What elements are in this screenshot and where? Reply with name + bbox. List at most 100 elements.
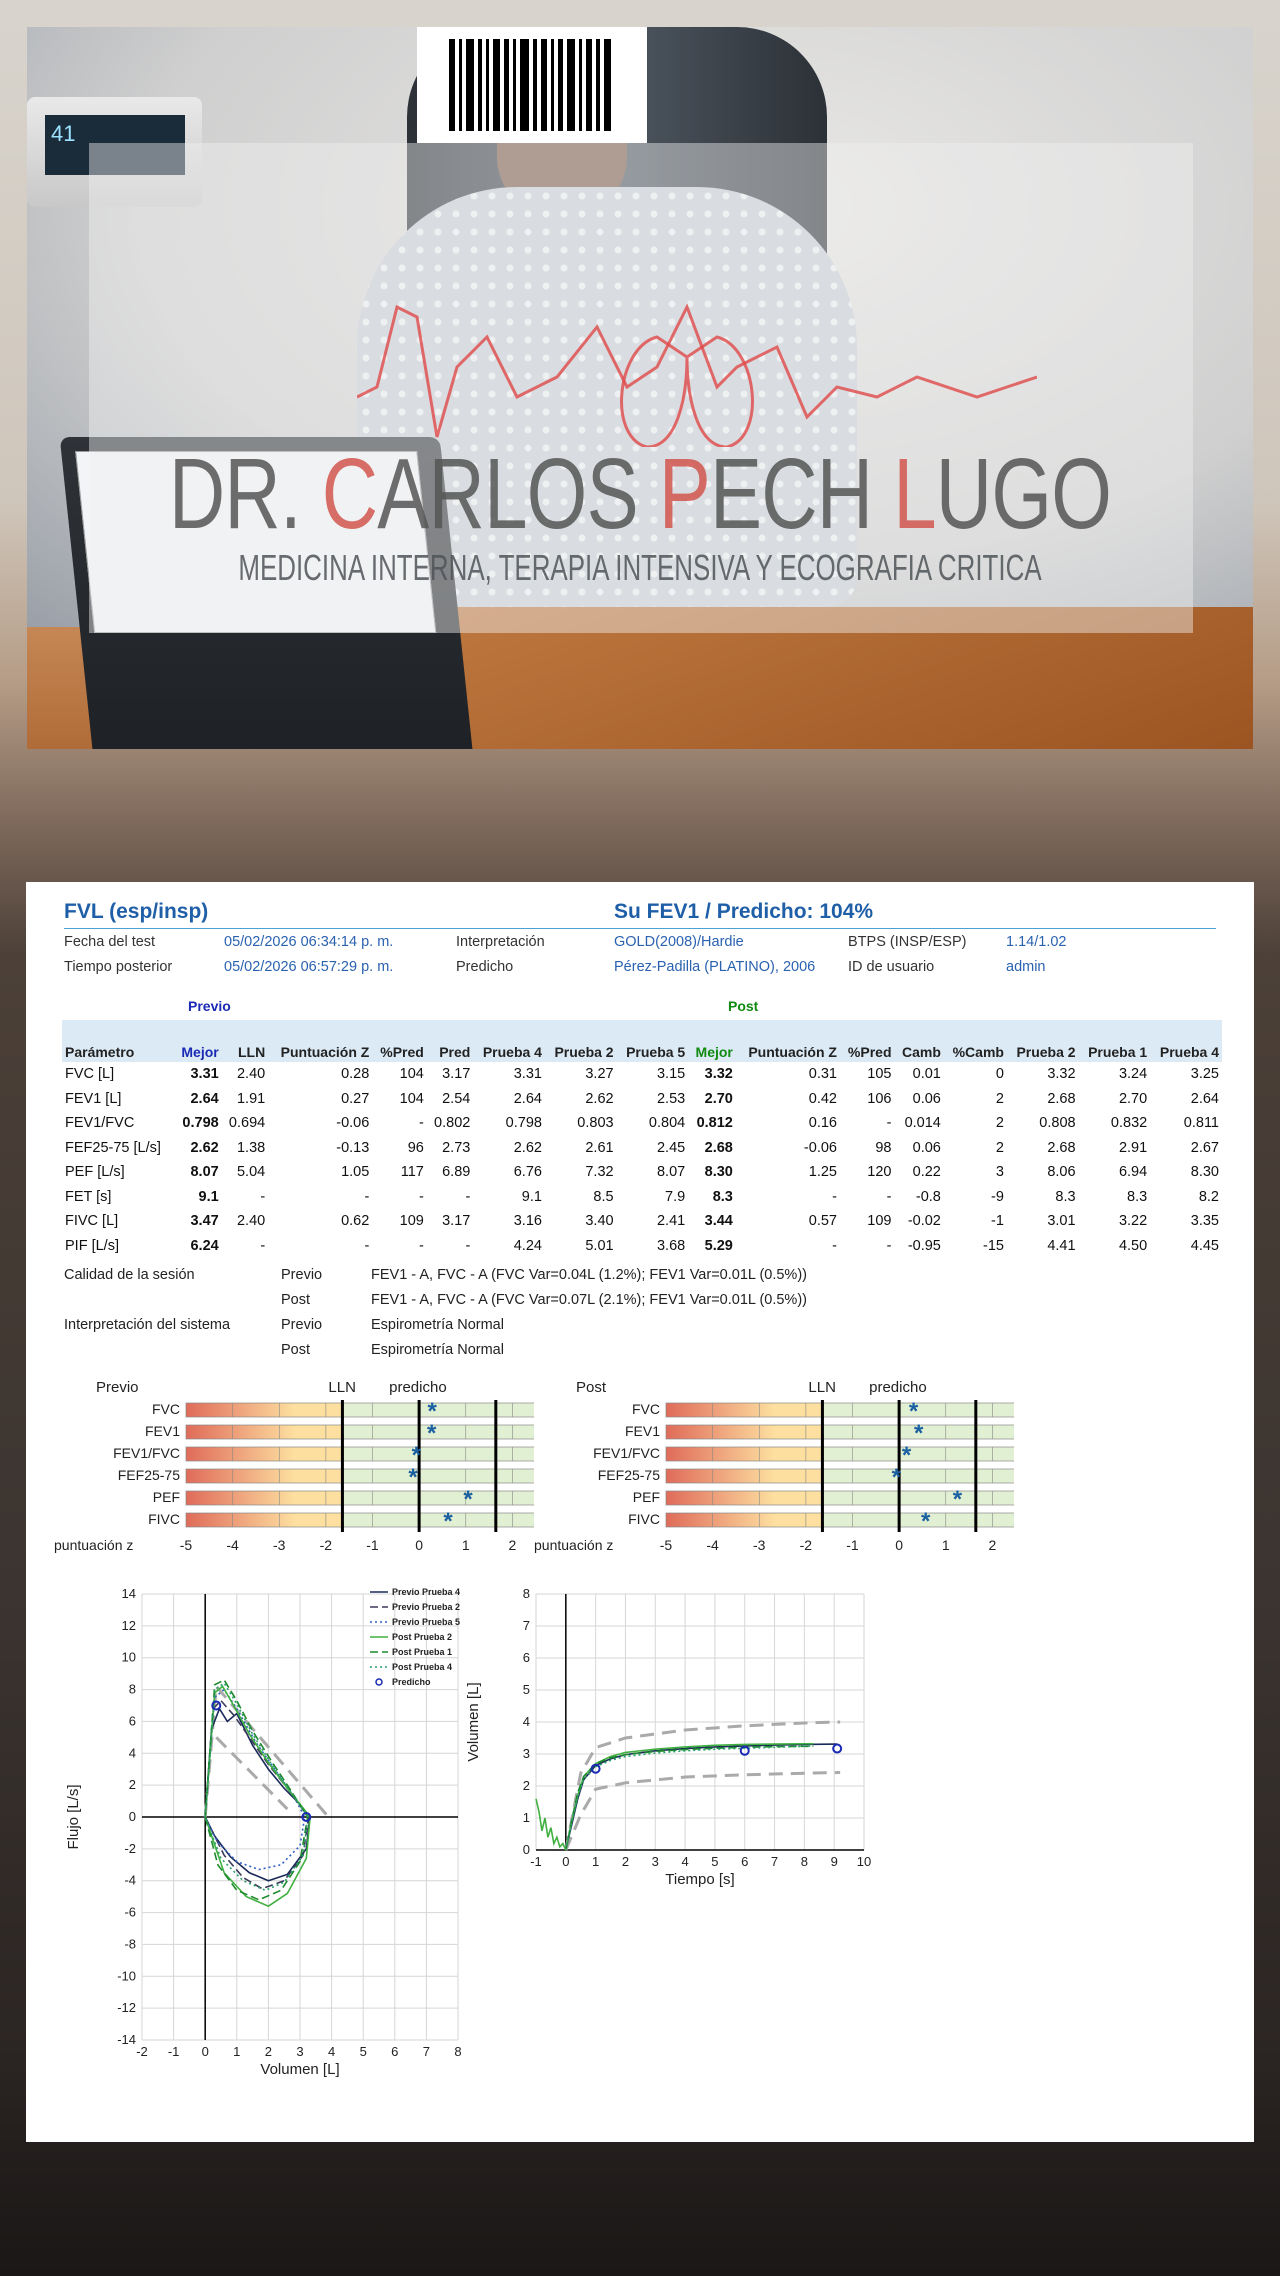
post-time-label: Tiempo posterior <box>64 959 173 975</box>
vital-monitor: 41 <box>27 97 202 207</box>
table-cell: 6.89 <box>442 1164 471 1181</box>
table-cell: - <box>419 1115 424 1132</box>
zscore-bar-normal <box>342 1512 534 1528</box>
table-cell: -15 <box>982 1237 1004 1254</box>
zscore-bar-normal <box>342 1402 534 1418</box>
table-cell: 8.3 <box>712 1188 733 1205</box>
table-cell: 2.62 <box>585 1090 614 1107</box>
zscore-tick: -5 <box>660 1537 673 1553</box>
zscore-bar-abnormal <box>665 1512 823 1528</box>
x-tick-label: -1 <box>530 1854 542 1869</box>
column-header: Puntuación Z <box>735 1020 840 1062</box>
zscore-chart-pre: Previo LLN predicho FVC FEV1 FEV1/FVC FEF25-75… <box>54 1379 534 1553</box>
table-cell: -0.95 <box>907 1237 941 1254</box>
table-cell: FEV1/FVC <box>65 1115 135 1132</box>
table-cell: 2.64 <box>513 1090 542 1107</box>
table-cell: 3.15 <box>656 1066 686 1083</box>
quality-pre-label: Previo <box>281 1267 323 1283</box>
table-cell: 5.29 <box>704 1237 733 1254</box>
table-row: PIF [L/s] 6.24- - - -4.24 5.01 3.68 5.29- - -0.95… <box>62 1234 1222 1259</box>
table-cell: 8.30 <box>704 1164 733 1181</box>
table-cell: 2.40 <box>236 1066 266 1083</box>
zscore-marker: * <box>408 1464 418 1491</box>
zscore-marker: * <box>463 1486 473 1513</box>
zscore-row-label: FEV1/FVC <box>113 1445 180 1461</box>
zscore-bar-normal <box>822 1512 1014 1528</box>
zscore-bar-normal <box>342 1490 534 1506</box>
table-cell: 8.06 <box>1047 1164 1076 1181</box>
table-cell: 2.61 <box>585 1139 614 1156</box>
table-cell: 2.70 <box>704 1090 733 1107</box>
table-cell: 6.94 <box>1118 1164 1148 1181</box>
table-cell: 0.811 <box>1183 1115 1219 1132</box>
y-tick-label: 6 <box>523 1650 530 1665</box>
x-tick-label: 0 <box>202 2044 209 2059</box>
table-cell: 3.17 <box>442 1213 471 1230</box>
table-cell: 0.803 <box>577 1115 614 1132</box>
x-tick-label: 8 <box>801 1854 808 1869</box>
zscore-axis-label: puntuación z <box>534 1537 613 1553</box>
table-cell: 3.25 <box>1190 1066 1219 1083</box>
table-cell: 3.27 <box>585 1066 614 1083</box>
zscore-row-label: FEV1 <box>145 1423 180 1439</box>
table-cell: 2.67 <box>1190 1139 1219 1156</box>
y-tick-label: 8 <box>523 1586 530 1601</box>
table-cell: 5.04 <box>236 1164 266 1181</box>
barcode-bar <box>579 39 582 131</box>
zscore-bar-abnormal <box>665 1468 823 1484</box>
y-tick-label: -12 <box>117 2000 136 2015</box>
table-cell: - <box>260 1237 266 1254</box>
table-cell: 96 <box>407 1139 424 1156</box>
table-row: FEV1/FVC 0.798 0.694 -0.06-0.802 0.798 0.803 0… <box>62 1111 1222 1136</box>
table-cell: 0.802 <box>434 1115 471 1132</box>
table-cell: PIF [L/s] <box>65 1237 119 1254</box>
table-cell: 104 <box>399 1066 424 1083</box>
table-cell: 2 <box>995 1139 1004 1156</box>
barcode-bar <box>541 39 547 131</box>
predicted-bound <box>564 1720 841 1851</box>
x-tick-label: 1 <box>233 2044 240 2059</box>
series-line <box>535 1798 567 1851</box>
table-cell: -0.06 <box>336 1115 370 1132</box>
table-cell: 3 <box>995 1164 1004 1181</box>
zscore-bar-abnormal <box>185 1402 343 1418</box>
predicted-label: predicho <box>869 1379 927 1396</box>
interpretation: GOLD(2008)/Hardie <box>614 934 744 950</box>
column-header: Parámetro <box>62 1020 175 1062</box>
table-cell: 0.832 <box>1110 1115 1148 1132</box>
zscore-tick: 0 <box>895 1537 903 1553</box>
barcode-bar <box>449 39 455 131</box>
zscore-marker: * <box>921 1508 931 1535</box>
zscore-bar-normal <box>822 1468 1014 1484</box>
zscore-marker: * <box>914 1420 924 1447</box>
table-cell: 0 <box>995 1066 1004 1083</box>
zscore-tick: -5 <box>180 1537 193 1553</box>
report-title: FVL (esp/insp) <box>64 900 209 923</box>
y-tick-label: 2 <box>129 1777 136 1792</box>
table-cell: 2.62 <box>513 1139 542 1156</box>
table-cell: 0.812 <box>696 1115 733 1132</box>
zscore-bar-normal <box>342 1446 534 1462</box>
table-cell: 3.68 <box>656 1237 686 1254</box>
x-axis-label: Volumen [L] <box>260 2061 339 2078</box>
zscore-row-label: PEF <box>633 1489 660 1505</box>
table-cell: 3.16 <box>513 1213 542 1230</box>
table-row: FVC [L] 3.31 2.40 0.28 104 3.17 3.31 3.27 3.15 3.… <box>62 1062 1222 1087</box>
column-header: Prueba 2 <box>544 1020 617 1062</box>
series-line <box>565 1743 838 1851</box>
table-cell: - <box>886 1115 892 1132</box>
barcode-bar <box>558 39 563 131</box>
zscore-marker: * <box>428 1398 438 1425</box>
table-cell: - <box>886 1237 892 1254</box>
x-tick-label: 6 <box>391 2044 398 2059</box>
brand-part: P <box>658 438 711 550</box>
zscore-tick: -2 <box>320 1537 333 1553</box>
table-cell: 4.24 <box>513 1237 542 1254</box>
logo-overlay <box>89 143 1193 633</box>
table-cell: 0.808 <box>1039 1115 1076 1132</box>
table-cell: - <box>260 1188 266 1205</box>
spirometry-report: FVL (esp/insp) Su FEV1 / Predicho: 104% … <box>26 882 1254 2142</box>
zscore-bar-normal <box>822 1490 1014 1506</box>
zscore-row-label: FVC <box>632 1401 660 1417</box>
